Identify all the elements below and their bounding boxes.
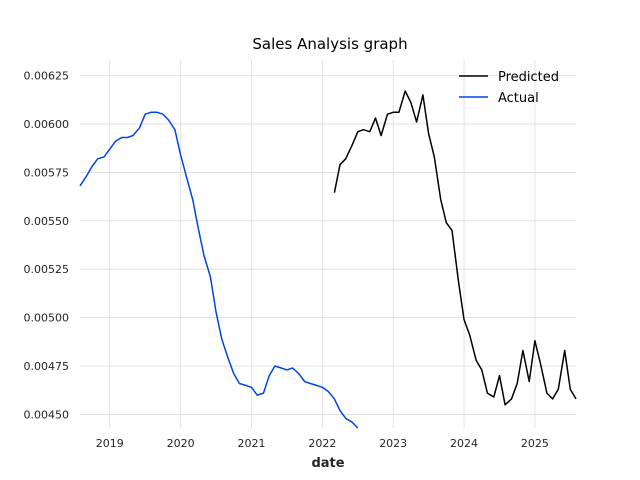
y-tick-label: 0.00475	[24, 360, 70, 373]
x-tick-label: 2022	[308, 437, 336, 450]
tick-labels: 2019 2020 2021 2022 2023 2024 2025 0.00450 0.004…	[24, 69, 549, 450]
legend: Predicted Actual	[459, 70, 559, 106]
y-tick-label: 0.00550	[24, 215, 70, 228]
series-line-predicted	[333, 90, 577, 406]
series-line-actual	[79, 111, 359, 429]
legend-label-actual: Actual	[498, 91, 539, 106]
series-layer	[79, 90, 577, 429]
grid	[80, 60, 576, 428]
y-tick-label: 0.00575	[24, 166, 70, 179]
y-tick-label: 0.00500	[24, 312, 70, 325]
legend-label-predicted: Predicted	[498, 70, 559, 85]
x-tick-label: 2024	[450, 437, 478, 450]
y-tick-label: 0.00600	[24, 118, 70, 131]
x-tick-label: 2019	[96, 437, 124, 450]
x-axis-label: date	[311, 456, 344, 471]
x-tick-label: 2020	[167, 437, 195, 450]
chart-title: Sales Analysis graph	[252, 35, 407, 53]
y-tick-label: 0.00625	[24, 69, 70, 82]
x-tick-label: 2025	[521, 437, 549, 450]
x-tick-label: 2023	[379, 437, 407, 450]
x-tick-label: 2021	[237, 437, 265, 450]
y-tick-label: 0.00450	[24, 408, 70, 421]
y-tick-label: 0.00525	[24, 263, 70, 276]
